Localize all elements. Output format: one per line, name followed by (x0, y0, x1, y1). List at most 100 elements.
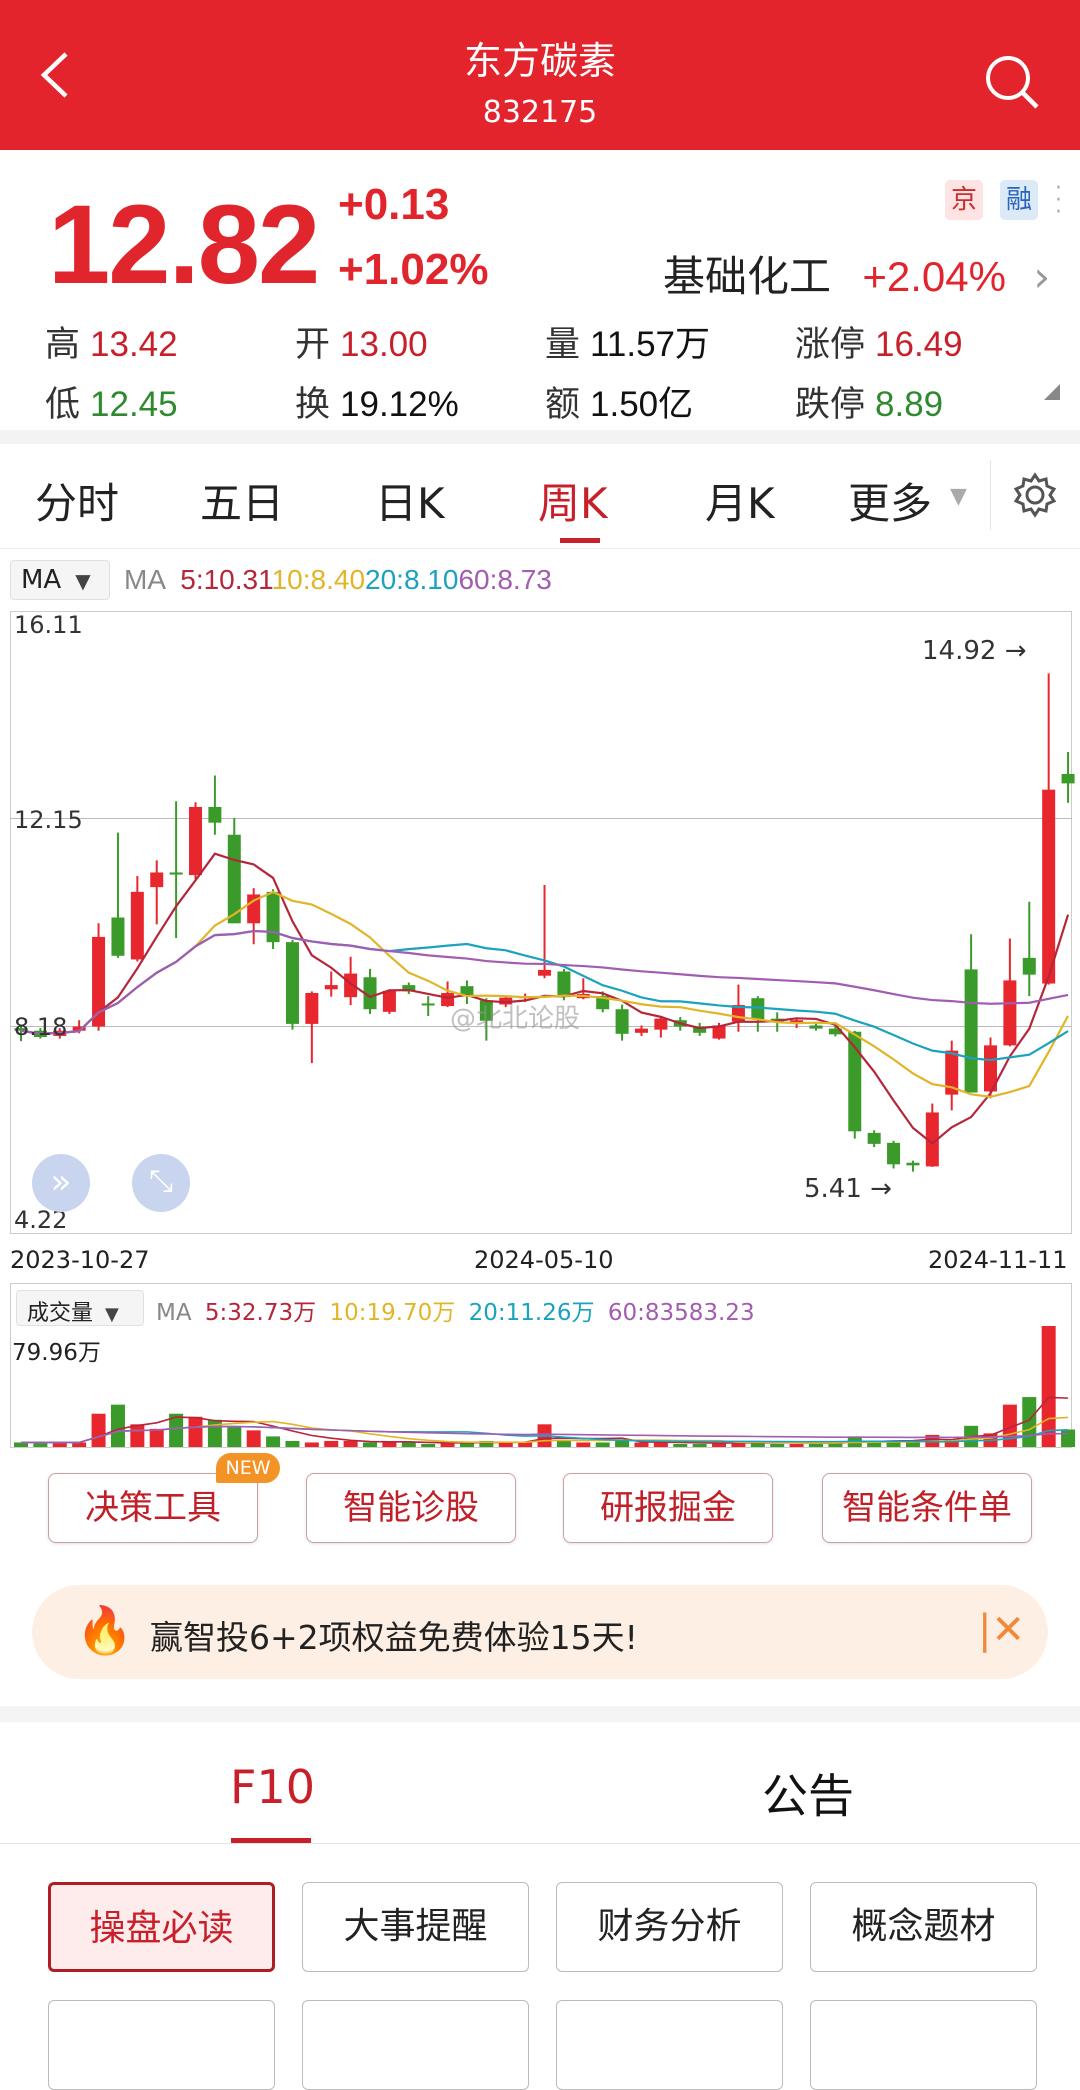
f10-btn[interactable] (302, 2000, 529, 2090)
volume-bar (886, 1440, 901, 1447)
tab-0[interactable]: 分时 (35, 479, 120, 528)
candle-down (906, 1162, 920, 1166)
app-header: 东方碳素 832175 (0, 0, 1080, 150)
tab-3[interactable]: 周K (538, 479, 608, 528)
more-dots-icon[interactable]: · · · (1055, 176, 1062, 225)
volume-bar (110, 1404, 125, 1447)
chevron-right-icon: › (1033, 252, 1051, 301)
volume-bar (712, 1442, 727, 1447)
volume-bar (363, 1442, 378, 1447)
divider (990, 460, 991, 530)
f10-btn[interactable] (556, 2000, 783, 2090)
tool-diagnosis[interactable]: 智能诊股 (306, 1473, 516, 1543)
tab-5[interactable]: 更多 (848, 479, 933, 528)
volume-bar (905, 1442, 920, 1447)
candle-down (615, 1009, 629, 1034)
price-change: +0.13 (338, 180, 450, 229)
volume-bar (188, 1416, 203, 1447)
divider (0, 1843, 1080, 1844)
divider (0, 1706, 1080, 1722)
settings-gear-icon[interactable] (1010, 470, 1060, 520)
margin-tag: 融 (1000, 180, 1038, 220)
volume-bar (266, 1436, 281, 1447)
stat-item: 开 13.00 (295, 316, 428, 367)
f10-btn-events[interactable]: 大事提醒 (302, 1882, 529, 1972)
stat-value: 13.00 (340, 325, 428, 364)
stat-label: 额 (545, 385, 581, 424)
candle-up (925, 1112, 939, 1167)
f10-btn-financials[interactable]: 财务分析 (556, 1882, 783, 1972)
kline-svg (10, 673, 1075, 1172)
close-icon[interactable]: |✕ (978, 1607, 1025, 1653)
stat-value: 13.42 (90, 325, 178, 364)
candle-up (945, 1050, 959, 1095)
fire-icon: 🔥 (76, 1603, 134, 1657)
tab-4[interactable]: 月K (705, 479, 775, 528)
tool-research[interactable]: 研报掘金 (563, 1473, 773, 1543)
candle-up (189, 806, 203, 876)
search-icon[interactable] (982, 52, 1042, 112)
stat-item: 高 13.42 (45, 316, 178, 367)
ma60-value: 60:8.73 (458, 564, 552, 595)
volume-bar (246, 1430, 261, 1447)
volume-indicator-selector[interactable]: 成交量 ▼ (16, 1290, 144, 1326)
fullscreen-icon[interactable]: ⤡ (132, 1154, 190, 1212)
volume-bar (770, 1443, 785, 1447)
ma60-line (20, 929, 1069, 1035)
candle-down (266, 891, 280, 943)
volume-bar (149, 1428, 164, 1447)
promo-banner[interactable]: 🔥 赢智投6+2项权益免费体验15天! |✕ (32, 1585, 1048, 1679)
volume-bar (285, 1440, 300, 1447)
tool-decision[interactable]: 决策工具 (48, 1473, 258, 1543)
stat-value: 8.89 (875, 385, 944, 424)
low-marker: 5.41 → (804, 1174, 892, 1204)
volume-bar (421, 1443, 436, 1447)
volume-bar (828, 1442, 843, 1447)
current-price: 12.82 (48, 182, 320, 307)
vol-ma10: 10:19.70万 (329, 1300, 456, 1326)
banner-text: 赢智投6+2项权益免费体验15天! (150, 1618, 638, 1657)
stat-label: 低 (45, 385, 81, 424)
back-arrow-icon[interactable] (36, 50, 76, 100)
stat-item: 涨停 16.49 (795, 316, 963, 367)
sector-link[interactable]: 基础化工 +2.04% › (663, 243, 1050, 304)
indicator-label: 成交量 (27, 1301, 94, 1326)
dropdown-icon: ▼ (75, 569, 91, 593)
tool-conditional-order[interactable]: 智能条件单 (822, 1473, 1032, 1543)
expand-triangle-icon[interactable] (1042, 382, 1062, 402)
kline-chart[interactable] (10, 611, 1072, 1234)
tab-1[interactable]: 五日 (200, 479, 285, 528)
stat-value: 19.12% (340, 385, 459, 424)
f10-btn-trading-must-read[interactable]: 操盘必读 (48, 1882, 275, 1972)
candle-down (809, 1025, 823, 1029)
candle-up (654, 1018, 668, 1030)
volume-bar (227, 1427, 242, 1447)
f10-btn[interactable] (48, 2000, 275, 2090)
candle-down (1061, 773, 1075, 784)
candle-up (1042, 789, 1056, 984)
fast-forward-icon[interactable]: » (32, 1154, 90, 1212)
stat-label: 跌停 (795, 385, 866, 424)
f10-btn[interactable] (810, 2000, 1037, 2090)
stat-value: 16.49 (875, 325, 963, 364)
candle-down (557, 971, 571, 998)
candle-up (150, 872, 164, 888)
volume-chart[interactable] (10, 1283, 1072, 1448)
y-tick: 16.11 (14, 611, 83, 639)
candle-down (964, 969, 978, 1093)
x-tick: 2024-11-11 (928, 1246, 1068, 1274)
volume-bar (52, 1442, 67, 1447)
indicator-selector[interactable]: MA ▼ (10, 560, 110, 600)
volume-bar (556, 1440, 571, 1447)
tab-announcements[interactable]: 公告 (762, 1769, 854, 1823)
volume-bar (1061, 1429, 1076, 1447)
tab-2[interactable]: 日K (375, 479, 445, 528)
tab-f10[interactable]: F10 (230, 1760, 315, 1814)
volume-bar (343, 1440, 358, 1447)
y-tick: 12.15 (14, 806, 83, 834)
volume-bar (731, 1440, 746, 1447)
indicator-label: MA (21, 565, 62, 595)
volume-ma60-line (21, 1425, 1069, 1444)
f10-btn-concepts[interactable]: 概念题材 (810, 1882, 1037, 1972)
candle-up (984, 1045, 997, 1092)
